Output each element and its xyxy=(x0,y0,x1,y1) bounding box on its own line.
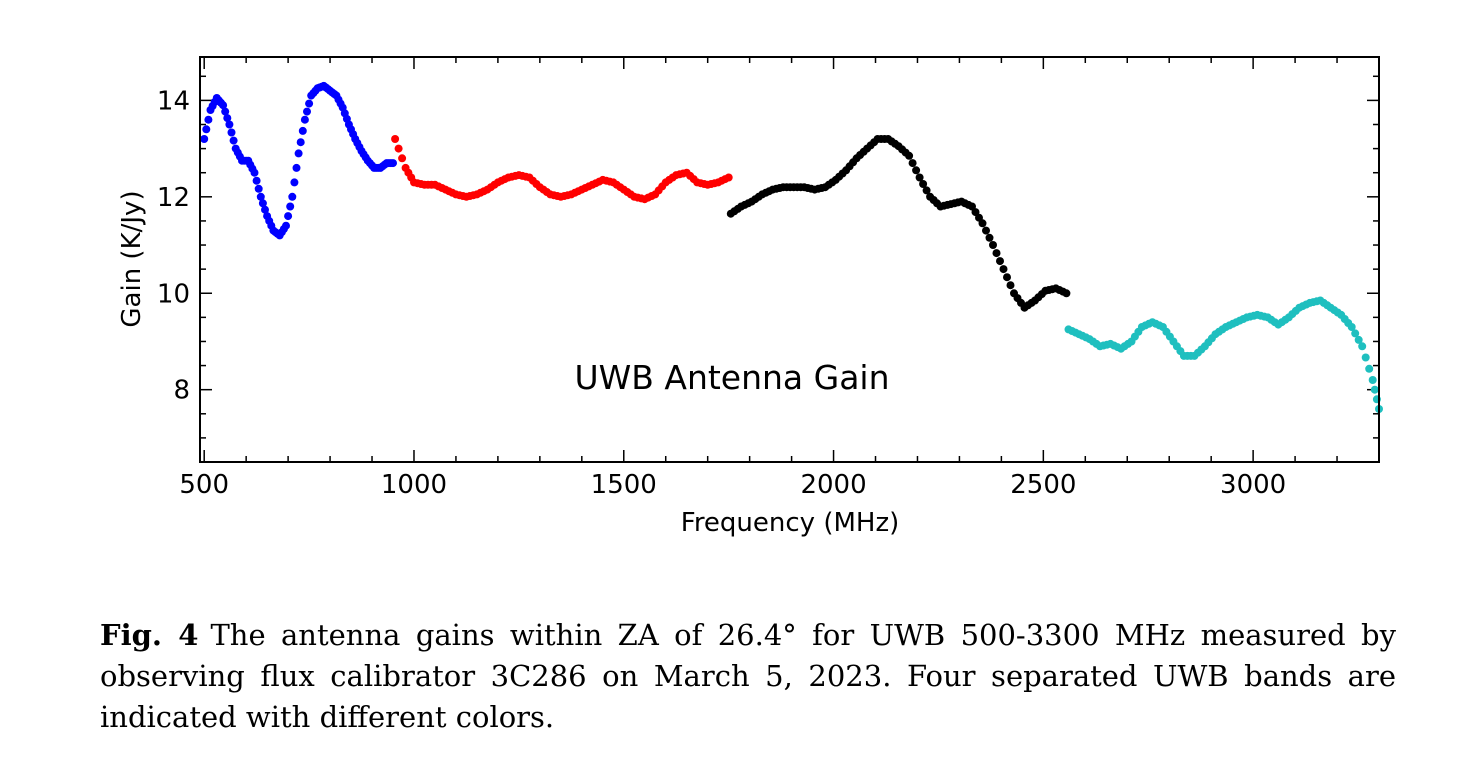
x-tick-label: 2500 xyxy=(1010,470,1076,500)
caption-label: Fig. 4 xyxy=(100,618,199,652)
x-tick-label: 1000 xyxy=(381,470,447,500)
chart-annotation: UWB Antenna Gain xyxy=(574,358,889,397)
data-points xyxy=(200,81,1383,413)
series-1-point xyxy=(200,135,209,143)
series-4-point xyxy=(1361,353,1370,362)
series-3-point xyxy=(992,249,1001,258)
series-1-point xyxy=(252,176,261,185)
series-3-point xyxy=(978,219,987,228)
series-3-point xyxy=(915,173,924,182)
series-4-point xyxy=(1365,364,1374,373)
series-1-point xyxy=(221,107,230,116)
series-1-point xyxy=(288,192,297,201)
series-1-point xyxy=(227,128,236,137)
series-1-point xyxy=(258,199,267,208)
series-1-point xyxy=(250,168,259,177)
series-1-point xyxy=(300,115,309,124)
series-1-point xyxy=(290,178,299,187)
series-1-point xyxy=(305,99,314,108)
series-3-point xyxy=(1003,273,1011,282)
series-4-point xyxy=(1347,323,1356,331)
series-3-point xyxy=(908,159,917,168)
series-3-point xyxy=(922,186,931,195)
figure-caption: Fig. 4 The antenna gains within ZA of 26.… xyxy=(100,615,1396,738)
series-3-point xyxy=(999,265,1008,274)
series-3-point xyxy=(982,226,990,235)
axis-ticks: 500 1000 1500 2000 2500 3000 8 10 12 14 xyxy=(157,57,1379,500)
series-1-point xyxy=(296,138,305,147)
series-3-point xyxy=(1062,289,1071,298)
x-tick-label: 500 xyxy=(179,470,229,500)
y-tick-label: 12 xyxy=(157,183,190,213)
x-tick-label: 2000 xyxy=(800,470,866,500)
series-1-point xyxy=(219,101,228,110)
series-2-point xyxy=(394,144,403,153)
series-1-point xyxy=(261,205,269,214)
series-1-point xyxy=(389,159,397,168)
series-1-point xyxy=(292,163,301,172)
series-2-point xyxy=(398,154,407,163)
series-1-point xyxy=(202,125,211,134)
series-1-point xyxy=(223,114,232,123)
series-1-point xyxy=(282,221,290,230)
series-1-point xyxy=(254,184,263,193)
series-1-point xyxy=(225,120,234,129)
y-tick-label: 14 xyxy=(157,86,190,116)
series-4-point xyxy=(1351,329,1360,338)
series-3-point xyxy=(985,233,994,242)
series-4-point xyxy=(1354,335,1363,344)
series-4-point xyxy=(1370,385,1379,394)
caption-text: The antenna gains within ZA of 26.4° for… xyxy=(100,618,1397,734)
series-3-point xyxy=(905,151,914,160)
series-1-point xyxy=(294,149,303,158)
x-tick-label: 1500 xyxy=(591,470,657,500)
series-3-point xyxy=(912,166,921,175)
y-tick-label: 8 xyxy=(173,376,190,406)
series-4-point xyxy=(1368,376,1377,384)
series-3-point xyxy=(919,180,928,188)
series-1-point xyxy=(303,107,311,116)
plot-frame xyxy=(199,56,1380,463)
series-3-point xyxy=(996,257,1004,266)
series-3-point xyxy=(1006,281,1015,290)
series-2-point xyxy=(391,135,400,143)
series-1-point xyxy=(286,202,295,211)
series-2-point xyxy=(724,173,733,182)
chart: 500 1000 1500 2000 2500 3000 8 10 12 14 UWB Anten… xyxy=(117,56,1383,538)
series-4-point xyxy=(1358,342,1367,351)
series-3-point xyxy=(989,241,997,249)
series-1-point xyxy=(204,115,213,124)
y-axis-label: Gain (K/Jy) xyxy=(117,190,147,327)
series-1-point xyxy=(229,136,238,145)
y-tick-label: 10 xyxy=(157,279,190,309)
series-1-point xyxy=(256,192,265,201)
x-axis-label: Frequency (MHz) xyxy=(681,508,900,538)
series-1-point xyxy=(284,212,293,221)
series-1-point xyxy=(298,126,307,135)
x-tick-label: 3000 xyxy=(1220,470,1286,500)
